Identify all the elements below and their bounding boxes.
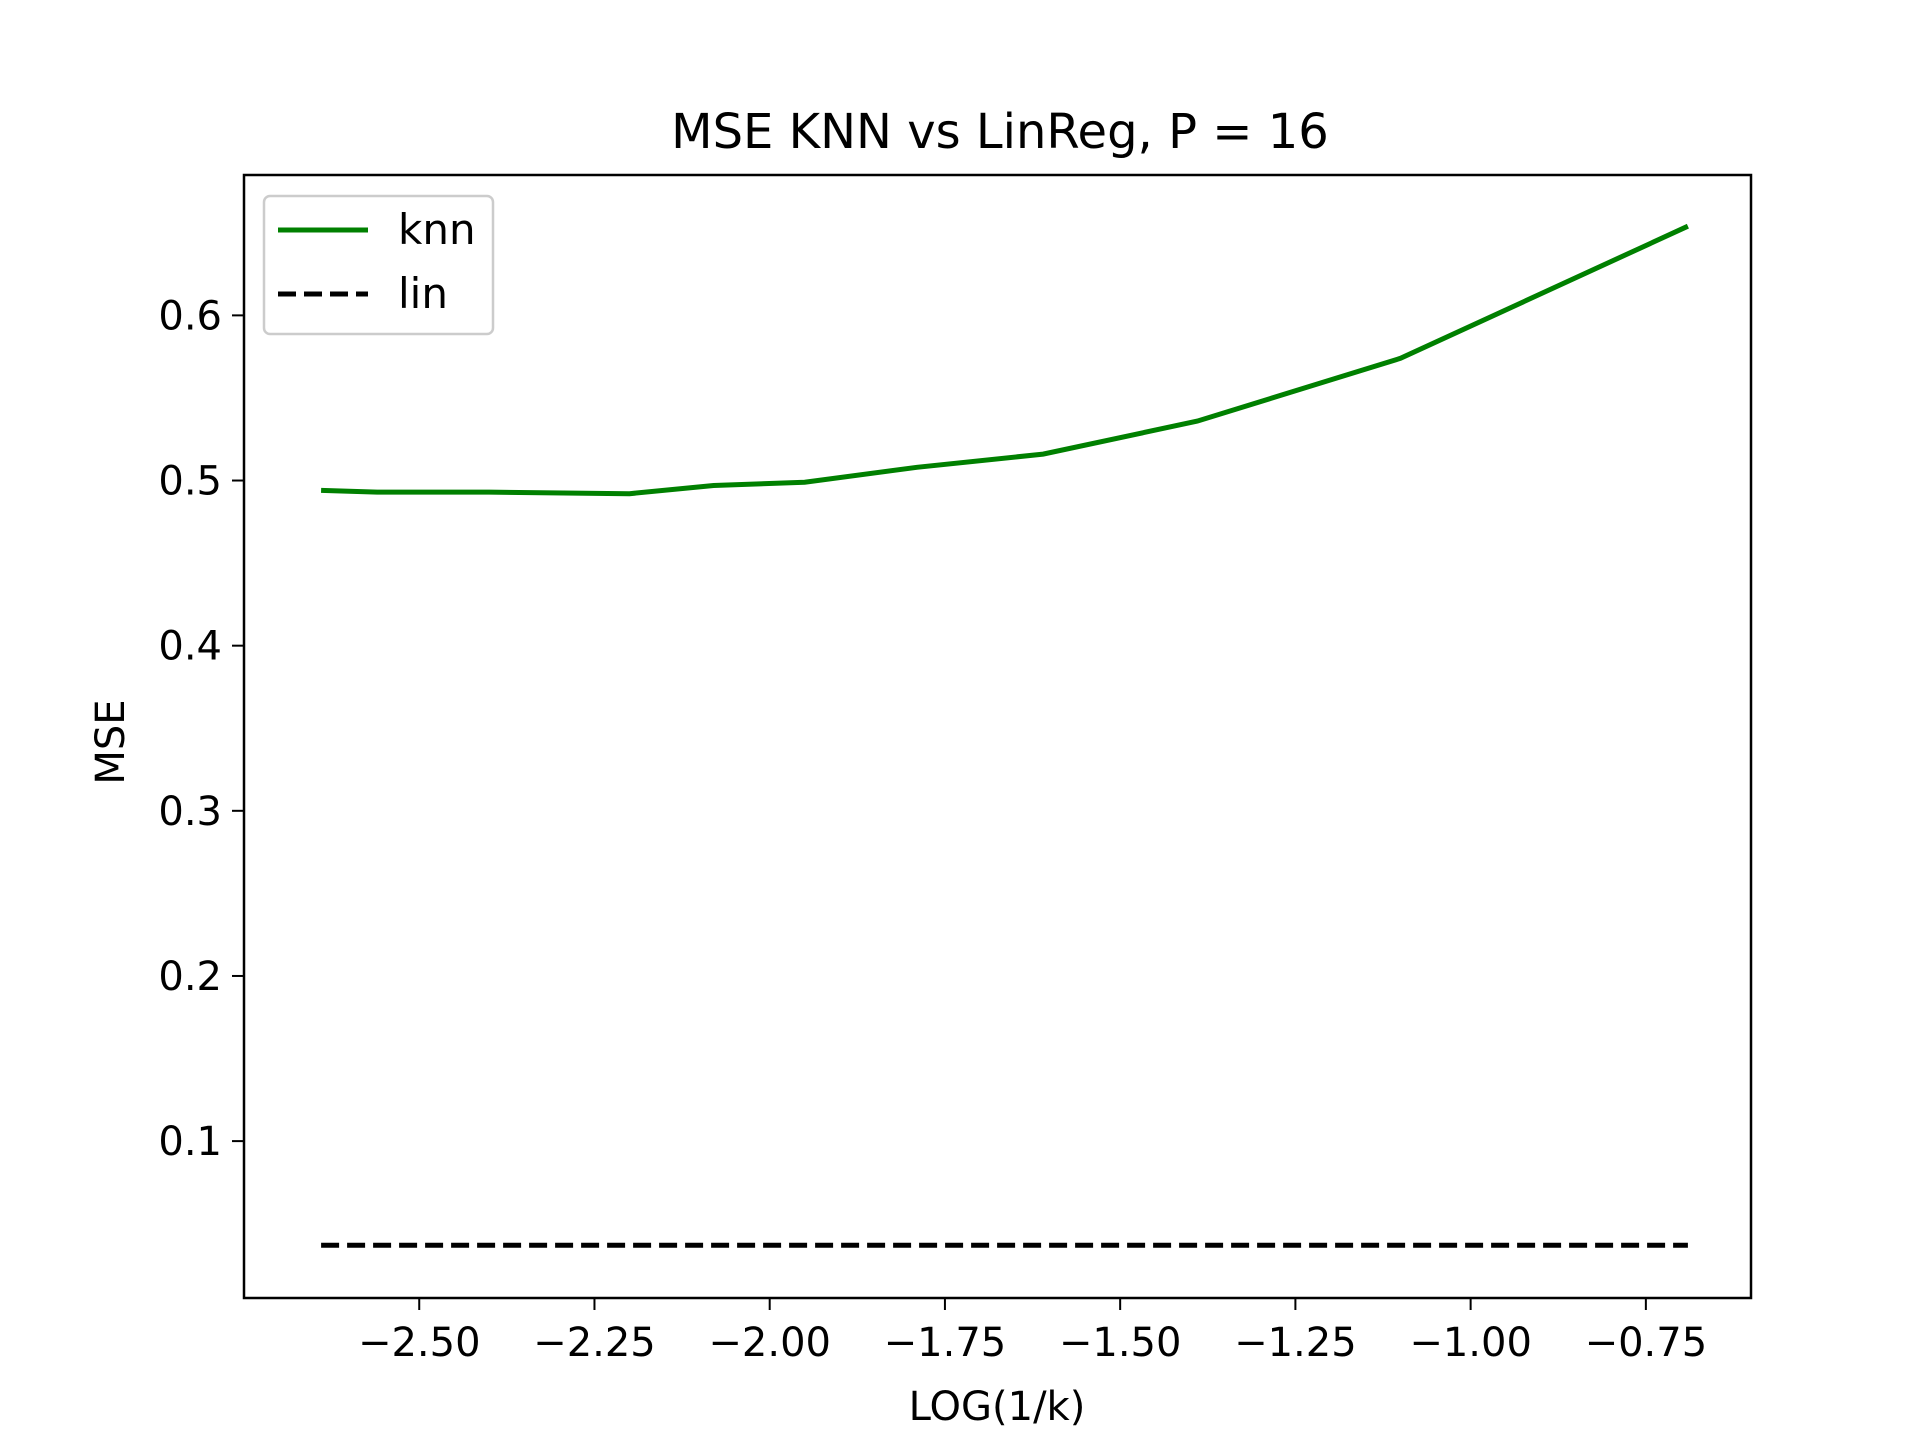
x-tick-label: −1.25 <box>1234 1320 1357 1366</box>
x-axis-label: LOG(1/k) <box>909 1384 1086 1430</box>
y-axis-label: MSE <box>88 699 134 784</box>
x-tick-label: −0.75 <box>1585 1320 1708 1366</box>
x-tick-label: −1.75 <box>884 1320 1007 1366</box>
x-axis-ticks: −2.50 −2.25 −2.00 −1.75 −1.50 −1.25 −1.00 −0.75 <box>358 1298 1707 1366</box>
y-tick-label: 0.6 <box>158 293 222 339</box>
x-tick-label: −2.50 <box>358 1320 481 1366</box>
chart-title: MSE KNN vs LinReg, P = 16 <box>671 104 1329 160</box>
y-tick-label: 0.4 <box>158 624 222 670</box>
x-tick-label: −1.50 <box>1059 1320 1182 1366</box>
y-tick-label: 0.2 <box>158 954 222 1000</box>
series-line-knn <box>321 223 1689 497</box>
plot-frame <box>242 173 1753 1300</box>
y-axis-ticks: 0.1 0.2 0.3 0.4 0.5 0.6 <box>158 293 244 1165</box>
legend-label-lin: lin <box>398 269 448 318</box>
series-layer <box>321 223 1689 1248</box>
x-tick-label: −1.00 <box>1409 1320 1532 1366</box>
legend: knn lin <box>262 194 495 336</box>
y-tick-label: 0.5 <box>158 459 222 505</box>
legend-label-knn: knn <box>398 205 476 254</box>
x-tick-label: −2.00 <box>708 1320 831 1366</box>
x-tick-label: −2.25 <box>533 1320 656 1366</box>
y-tick-label: 0.1 <box>158 1119 222 1165</box>
y-tick-label: 0.3 <box>158 789 222 835</box>
